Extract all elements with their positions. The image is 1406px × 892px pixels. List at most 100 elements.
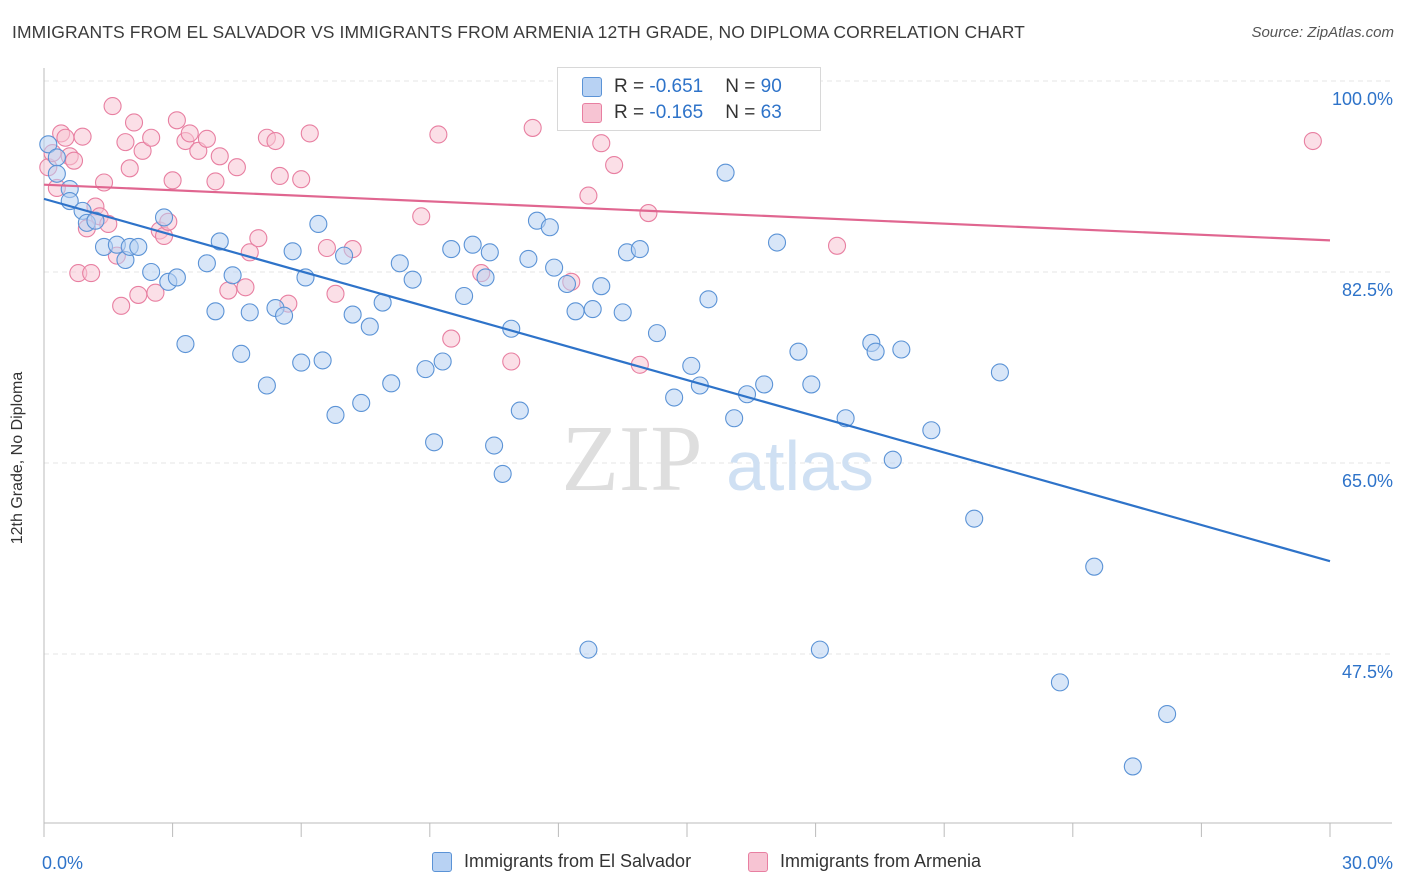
el-salvador-point xyxy=(129,237,148,256)
el-salvador-point xyxy=(232,344,251,363)
el-salvador-point xyxy=(716,163,735,182)
el-salvador-point xyxy=(480,243,499,262)
armenia-point xyxy=(605,155,624,175)
armenia-point xyxy=(249,229,268,248)
tick-labels: 100.0% 82.5% 65.0% 47.5% 0.0% 30.0% xyxy=(42,89,1393,873)
el-salvador-point xyxy=(566,302,585,321)
chart-title: IMMIGRANTS FROM EL SALVADOR VS IMMIGRANT… xyxy=(12,22,1025,42)
armenia-point xyxy=(56,128,75,147)
el-salvador-point xyxy=(493,464,512,483)
y-tick-label: 65.0% xyxy=(1342,471,1393,491)
armenia-point xyxy=(112,296,131,315)
armenia-point xyxy=(167,111,186,130)
grid-lines xyxy=(44,80,1392,655)
stats-legend: R = -0.651 N = 90 R = -0.165 N = 63 xyxy=(557,67,821,131)
armenia-point xyxy=(292,170,311,189)
trend-lines xyxy=(43,183,1331,563)
el-salvador-point xyxy=(557,274,577,294)
el-salvador-point xyxy=(647,324,667,343)
el-salvador-point xyxy=(206,302,225,321)
el-salvador-point xyxy=(767,233,787,252)
el-salvador-point xyxy=(725,409,744,428)
legend-label: Immigrants from El Salvador xyxy=(464,851,692,871)
armenia-point xyxy=(579,186,598,205)
armenia-point xyxy=(442,329,461,348)
el-salvador-point xyxy=(210,232,229,251)
el-salvador-point xyxy=(990,363,1009,382)
el-salvador-point xyxy=(965,509,984,528)
el-salvador-point xyxy=(142,262,161,282)
y-tick-label: 100.0% xyxy=(1332,89,1393,109)
el-salvador-point xyxy=(519,249,538,268)
el-salvador-point xyxy=(665,388,684,407)
el-salvador-point xyxy=(510,401,529,420)
armenia-point xyxy=(133,141,152,160)
el-salvador-point xyxy=(47,148,66,167)
el-salvador-point xyxy=(810,640,829,659)
el-salvador-point xyxy=(755,375,774,394)
legend-swatch-blue xyxy=(582,77,602,97)
el-salvador-point xyxy=(335,246,354,265)
el-salvador-point xyxy=(86,211,105,230)
el-salvador-point xyxy=(197,254,216,273)
el-salvador-points xyxy=(39,135,1177,776)
el-salvador-point xyxy=(309,214,328,234)
armenia-point xyxy=(429,125,448,144)
armenia-point xyxy=(163,171,182,190)
el-salvador-point xyxy=(1085,557,1104,576)
x-tick-label: 30.0% xyxy=(1342,853,1393,873)
el-salvador-point xyxy=(275,306,294,325)
legend-n-label: N = xyxy=(725,102,761,123)
el-salvador-point xyxy=(1158,704,1177,724)
el-salvador-point xyxy=(313,351,332,370)
el-salvador-point xyxy=(485,436,504,455)
legend-swatch-pink xyxy=(582,103,602,123)
legend-swatch-pink xyxy=(748,851,768,872)
armenia-point xyxy=(227,158,246,177)
legend-r-label: R = xyxy=(614,76,650,97)
armenia-point xyxy=(219,281,238,300)
legend-r-value: -0.651 xyxy=(649,76,704,97)
armenia-point xyxy=(82,264,101,283)
legend-label: Immigrants from Armenia xyxy=(780,851,982,871)
legend-n-value: 63 xyxy=(760,102,782,123)
armenia-point xyxy=(210,147,229,166)
el-salvador-point xyxy=(425,433,444,452)
armenia-point xyxy=(300,124,319,143)
el-salvador-point xyxy=(47,164,66,183)
el-salvador-point xyxy=(682,356,701,375)
armenia-point xyxy=(1303,131,1322,151)
el-salvador-point xyxy=(699,290,718,309)
el-salvador-point xyxy=(540,218,559,237)
el-salvador-point xyxy=(257,376,276,395)
armenia-points xyxy=(39,97,1322,374)
armenia-point xyxy=(103,97,122,116)
y-tick-label: 82.5% xyxy=(1342,280,1393,300)
el-salvador-point xyxy=(545,258,564,277)
armenia-point xyxy=(180,124,199,143)
axes xyxy=(43,68,1392,837)
legend-item-armenia: Immigrants from Armenia xyxy=(748,851,981,872)
legend-row-el-salvador: R = -0.651 N = 90 xyxy=(582,76,782,98)
el-salvador-point xyxy=(176,334,195,354)
el-salvador-point xyxy=(352,393,371,413)
el-salvador-point xyxy=(455,286,474,306)
el-salvador-point xyxy=(360,317,379,336)
armenia-point xyxy=(73,127,92,146)
armenia-point xyxy=(412,207,431,226)
armenia-point xyxy=(142,128,161,147)
legend-r-value: -0.165 xyxy=(649,102,704,123)
el-salvador-point xyxy=(240,303,259,322)
armenia-point xyxy=(639,204,658,223)
armenia-point xyxy=(827,236,847,255)
armenia-point xyxy=(502,352,521,371)
el-salvador-point xyxy=(789,342,808,361)
el-salvador-point xyxy=(223,266,242,285)
armenia-point xyxy=(120,159,139,178)
legend-row-armenia: R = -0.165 N = 63 xyxy=(582,102,782,124)
armenia-point xyxy=(146,283,165,302)
armenia-point xyxy=(236,278,255,297)
el-salvador-point xyxy=(433,352,452,371)
armenia-point xyxy=(523,118,542,137)
el-salvador-point xyxy=(1050,673,1069,692)
